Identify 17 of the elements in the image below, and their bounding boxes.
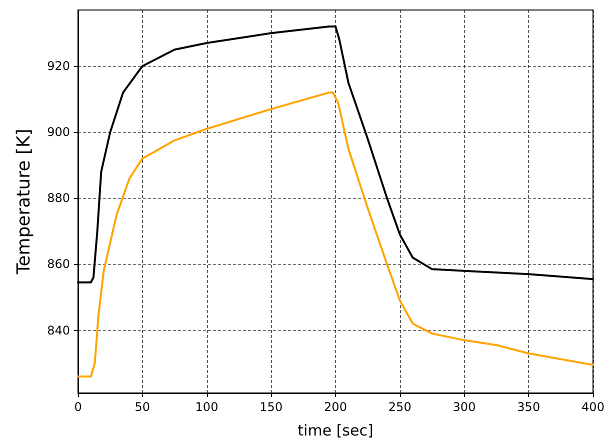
y-axis-title: Temperature [K] xyxy=(14,128,34,276)
y-tick-label: 920 xyxy=(47,59,70,74)
x-tick-label: 100 xyxy=(195,400,218,414)
y-tick-label: 900 xyxy=(47,125,70,140)
y-tick-label: 880 xyxy=(47,191,70,206)
x-tick-label: 50 xyxy=(134,400,150,414)
y-tick-label: 860 xyxy=(47,257,70,272)
x-tick-label: 200 xyxy=(324,400,347,414)
y-tick-label: 840 xyxy=(47,323,70,338)
x-tick-label: 300 xyxy=(452,400,476,414)
x-tick-label: 350 xyxy=(517,400,540,414)
x-tick-label: 0 xyxy=(74,400,82,414)
x-tick-label: 400 xyxy=(582,400,604,414)
x-tick-label: 150 xyxy=(260,400,283,414)
x-axis-title: time [sec] xyxy=(298,422,374,440)
x-tick-label: 250 xyxy=(388,400,412,414)
line-series xyxy=(77,92,594,378)
